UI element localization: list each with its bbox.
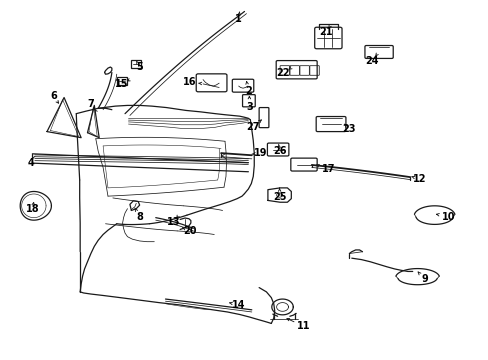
- Text: 11: 11: [297, 321, 310, 331]
- Text: 27: 27: [246, 122, 260, 132]
- Text: 3: 3: [245, 102, 252, 112]
- Text: 24: 24: [365, 55, 378, 66]
- Text: 26: 26: [272, 145, 286, 156]
- Text: 19: 19: [253, 148, 267, 158]
- Text: 8: 8: [136, 212, 143, 221]
- Text: 22: 22: [275, 68, 289, 78]
- Text: 16: 16: [183, 77, 196, 87]
- Text: 10: 10: [441, 212, 454, 221]
- Text: 25: 25: [272, 192, 286, 202]
- Text: 5: 5: [136, 62, 143, 72]
- Text: 18: 18: [25, 204, 39, 215]
- Text: 13: 13: [167, 217, 180, 227]
- Text: 9: 9: [421, 274, 427, 284]
- Text: 20: 20: [183, 226, 196, 236]
- Text: 17: 17: [321, 164, 334, 174]
- Text: 23: 23: [342, 125, 355, 134]
- Text: 6: 6: [50, 91, 57, 102]
- Text: 7: 7: [87, 99, 94, 109]
- Text: 4: 4: [27, 158, 34, 168]
- Text: 14: 14: [231, 300, 245, 310]
- Text: 21: 21: [319, 27, 332, 37]
- Text: 12: 12: [412, 174, 426, 184]
- Text: 1: 1: [235, 14, 242, 24]
- Text: 2: 2: [244, 86, 251, 96]
- Text: 15: 15: [115, 79, 128, 89]
